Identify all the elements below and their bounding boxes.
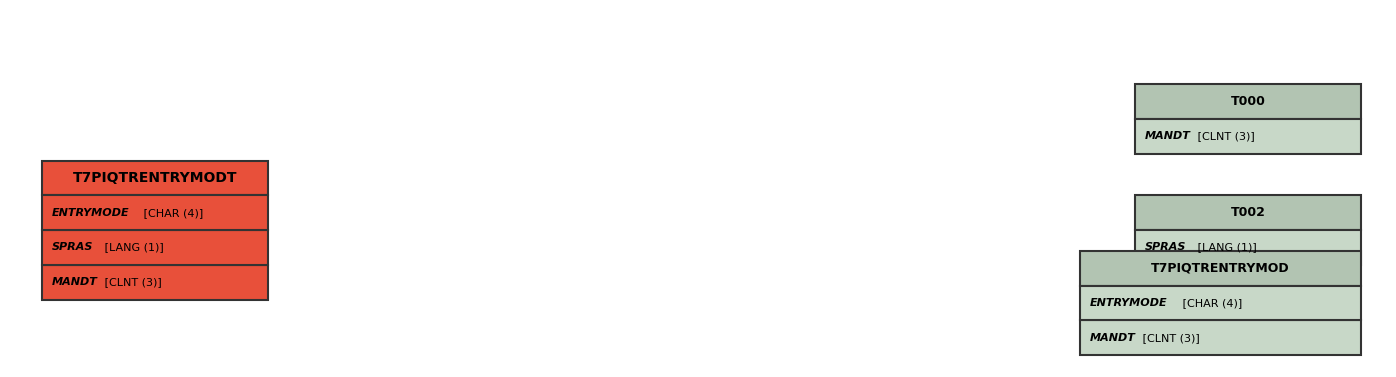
FancyBboxPatch shape	[1081, 251, 1361, 286]
FancyBboxPatch shape	[1081, 320, 1361, 355]
Text: ENTRYMODE: ENTRYMODE	[1090, 298, 1167, 308]
FancyBboxPatch shape	[1135, 230, 1361, 265]
Text: T002: T002	[1230, 206, 1265, 219]
FancyBboxPatch shape	[42, 265, 268, 300]
FancyBboxPatch shape	[1135, 195, 1361, 230]
Text: T000: T000	[1230, 95, 1265, 108]
Text: MANDT: MANDT	[52, 277, 98, 287]
Text: [CLNT (3)]: [CLNT (3)]	[101, 277, 162, 287]
FancyBboxPatch shape	[42, 195, 268, 230]
FancyBboxPatch shape	[1135, 84, 1361, 119]
Text: T7PIQTRENTRYMODT: T7PIQTRENTRYMODT	[73, 171, 237, 185]
Text: SPRAS: SPRAS	[52, 242, 94, 253]
FancyBboxPatch shape	[1081, 286, 1361, 320]
FancyBboxPatch shape	[1135, 119, 1361, 154]
Text: ENTRYMODE: ENTRYMODE	[52, 208, 130, 218]
Text: SPRAS: SPRAS	[1145, 242, 1187, 253]
Text: MANDT: MANDT	[1090, 333, 1136, 343]
Text: [CHAR (4)]: [CHAR (4)]	[1178, 298, 1242, 308]
Text: [CLNT (3)]: [CLNT (3)]	[1139, 333, 1201, 343]
Text: [LANG (1)]: [LANG (1)]	[1194, 242, 1256, 253]
Text: [CHAR (4)]: [CHAR (4)]	[141, 208, 204, 218]
Text: T7PIQTRENTRYMOD: T7PIQTRENTRYMOD	[1152, 262, 1290, 275]
FancyBboxPatch shape	[42, 230, 268, 265]
Text: MANDT: MANDT	[1145, 132, 1191, 141]
Text: [LANG (1)]: [LANG (1)]	[101, 242, 163, 253]
FancyBboxPatch shape	[42, 161, 268, 195]
Text: [CLNT (3)]: [CLNT (3)]	[1194, 132, 1255, 141]
